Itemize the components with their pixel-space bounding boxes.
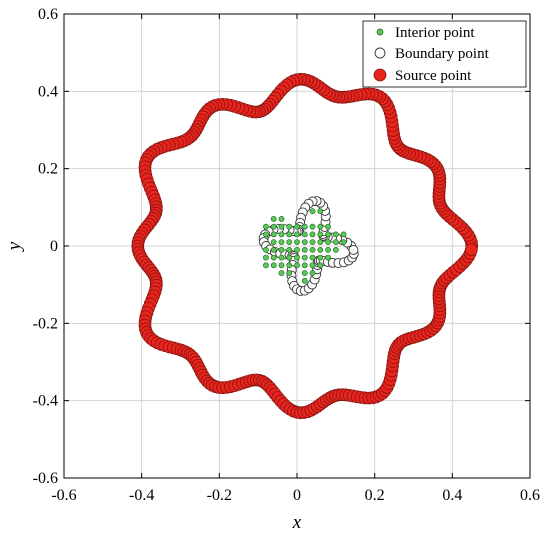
- interior-point-series: [263, 208, 347, 284]
- interior-point: [301, 239, 308, 246]
- legend-box: [362, 20, 527, 88]
- interior-point: [301, 223, 308, 230]
- interior-point: [309, 239, 316, 246]
- interior-point: [270, 262, 277, 269]
- interior-point: [325, 223, 331, 230]
- interior-point: [263, 254, 269, 261]
- axis-ticks: [63, 13, 531, 479]
- interior-point: [309, 231, 316, 238]
- interior-point: [332, 239, 339, 246]
- interior-point: [317, 239, 324, 246]
- interior-point: [309, 246, 316, 253]
- boundary-point: [348, 244, 359, 255]
- interior-point: [301, 277, 308, 284]
- source-point: [465, 243, 478, 256]
- interior-point: [340, 239, 347, 246]
- interior-point: [309, 270, 316, 276]
- interior-point: [286, 231, 293, 238]
- y-tick-label: -0.6: [33, 470, 58, 487]
- interior-point: [294, 239, 300, 246]
- interior-point: [294, 231, 300, 238]
- y-tick-label: 0.4: [38, 83, 58, 100]
- interior-point: [294, 262, 300, 269]
- interior-point: [309, 254, 316, 261]
- interior-point: [325, 239, 331, 246]
- x-tick-label: 0.2: [365, 487, 385, 504]
- source-point-series: [131, 72, 479, 420]
- interior-point: [301, 231, 308, 238]
- x-tick-label: -0.2: [207, 487, 232, 504]
- y-tick-label: -0.2: [33, 315, 58, 332]
- interior-point: [309, 262, 316, 269]
- interior-point: [301, 262, 308, 269]
- interior-point: [278, 262, 285, 269]
- interior-point: [301, 270, 308, 276]
- interior-point: [332, 246, 339, 253]
- interior-point: [286, 223, 293, 230]
- interior-point: [317, 208, 324, 215]
- interior-point: [278, 254, 285, 261]
- y-tick-label: 0.6: [38, 6, 58, 23]
- interior-point: [294, 254, 300, 261]
- interior-point: [332, 231, 339, 238]
- interior-point: [278, 239, 285, 246]
- x-axis-tick-labels: -0.6 -0.4 -0.2 0 0.2 0.4 0.6: [51, 487, 540, 504]
- boundary-point-series: [258, 196, 359, 296]
- interior-point: [270, 216, 277, 222]
- legend-label-interior: Interior point: [395, 25, 475, 41]
- interior-point: [278, 246, 285, 253]
- legend-marker-boundary: [374, 47, 386, 59]
- y-tick-label: 0: [50, 238, 58, 255]
- legend-marker-source: [373, 68, 387, 82]
- interior-point: [278, 270, 285, 276]
- y-axis-tick-labels: -0.6 -0.4 -0.2 0 0.2 0.4 0.6: [33, 6, 58, 487]
- x-tick-label: -0.6: [51, 487, 76, 504]
- interior-point: [294, 223, 300, 230]
- interior-point: [286, 246, 293, 253]
- x-tick-label: 0.6: [520, 487, 540, 504]
- interior-point: [270, 246, 277, 253]
- interior-point: [278, 216, 285, 222]
- interior-point: [263, 223, 269, 230]
- interior-point: [278, 223, 285, 230]
- interior-point: [270, 231, 277, 238]
- legend-label-source: Source point: [395, 68, 472, 84]
- interior-point: [317, 246, 324, 253]
- x-tick-label: -0.4: [129, 487, 154, 504]
- interior-point: [286, 262, 293, 269]
- legend-label-boundary: Boundary point: [395, 46, 490, 62]
- interior-point: [309, 223, 316, 230]
- interior-point: [263, 246, 269, 253]
- interior-point: [317, 223, 324, 230]
- interior-point: [270, 254, 277, 261]
- interior-point: [286, 239, 293, 246]
- interior-point: [286, 270, 293, 276]
- interior-point: [278, 231, 285, 238]
- x-axis-label: x: [292, 512, 302, 533]
- interior-point: [286, 254, 293, 261]
- interior-point: [263, 262, 269, 269]
- legend-marker-interior: [376, 28, 384, 36]
- x-tick-label: 0.4: [442, 487, 462, 504]
- interior-point: [263, 231, 269, 238]
- interior-point: [294, 246, 300, 253]
- interior-point: [301, 254, 308, 261]
- interior-point: [325, 231, 331, 238]
- y-axis-label: y: [4, 241, 25, 252]
- legend: Interior point Boundary point Source poi…: [362, 20, 527, 88]
- interior-point: [317, 262, 324, 269]
- interior-point: [317, 254, 324, 261]
- interior-point: [317, 231, 324, 238]
- interior-point: [309, 208, 316, 215]
- interior-point: [270, 223, 277, 230]
- interior-point: [301, 246, 308, 253]
- y-tick-label: 0.2: [38, 161, 58, 178]
- interior-point: [325, 246, 331, 253]
- interior-point: [270, 239, 277, 246]
- x-tick-label: 0: [293, 487, 301, 504]
- interior-point: [325, 254, 331, 261]
- y-tick-label: -0.4: [33, 393, 58, 410]
- interior-point: [340, 231, 347, 238]
